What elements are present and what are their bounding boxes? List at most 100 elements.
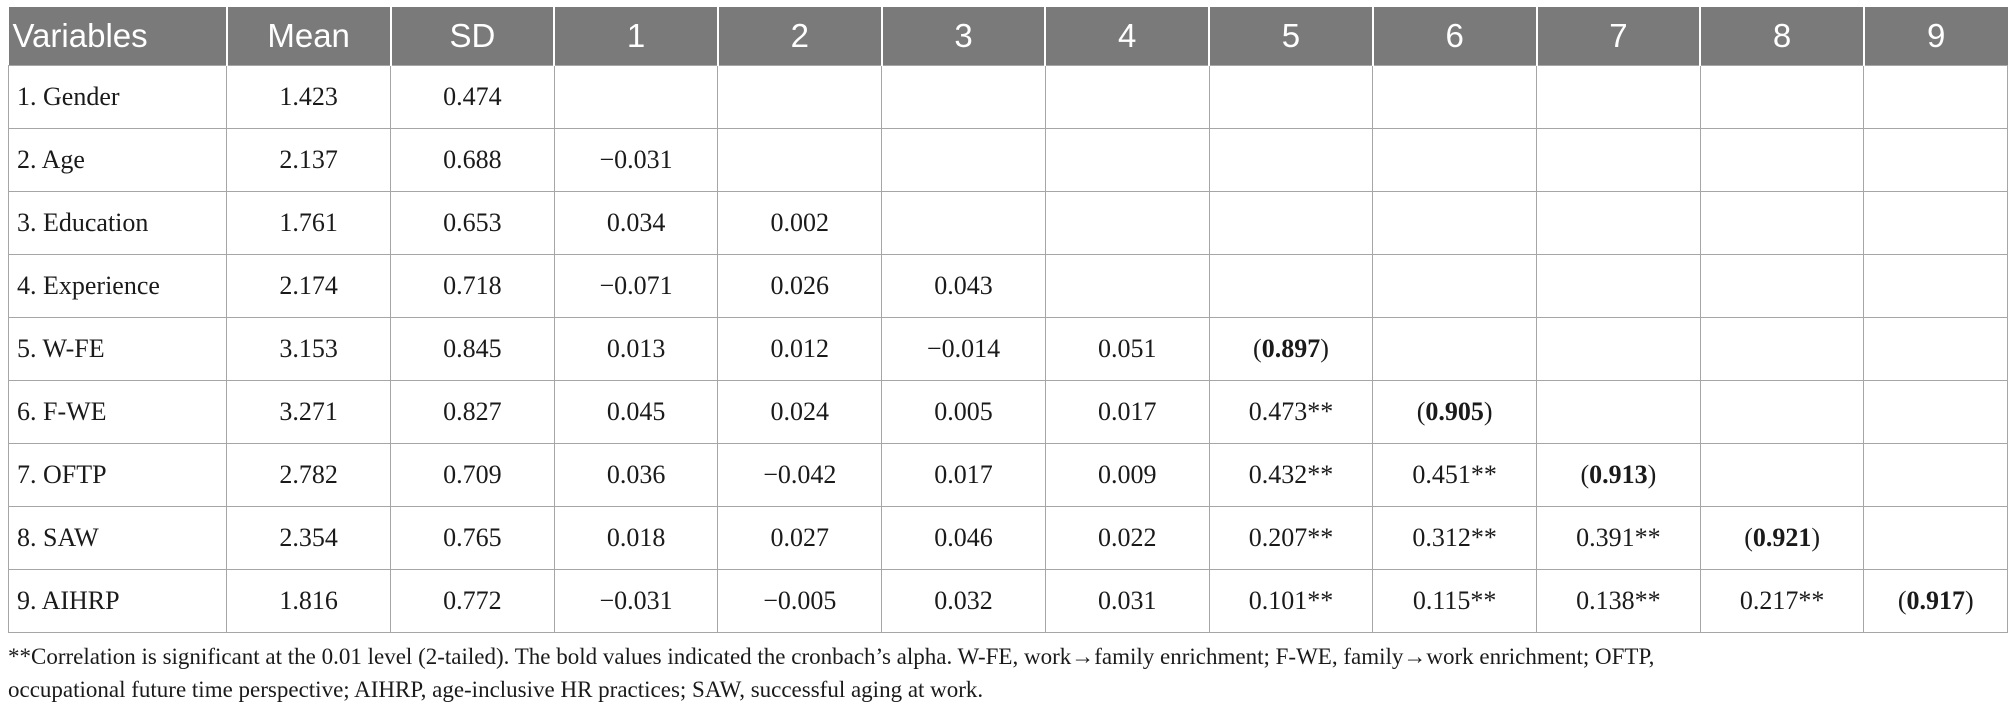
- correlation-cell: [1372, 65, 1538, 129]
- correlation-cell: [1863, 191, 2008, 255]
- correlation-cell: [1699, 443, 1865, 507]
- correlation-cell: [1536, 254, 1701, 318]
- correlation-cell: [881, 65, 1046, 129]
- alpha-cell: (0.905): [1372, 380, 1538, 444]
- column-header: SD: [389, 7, 555, 66]
- correlation-cell: [1536, 191, 1701, 255]
- column-header: 1: [553, 7, 718, 66]
- column-header: Mean: [225, 7, 391, 66]
- variable-cell: 5. W-FE: [7, 317, 228, 381]
- table-row: 7. OFTP 2.782 0.709 0.036 −0.042 0.017 0.009 0.…: [7, 443, 2008, 507]
- correlation-cell: 0.101**: [1208, 569, 1374, 633]
- correlation-cell: −0.031: [553, 569, 719, 633]
- column-header: Variables: [8, 7, 227, 66]
- variable-cell: 1. Gender: [7, 65, 228, 129]
- correlation-cell: −0.014: [881, 317, 1046, 381]
- correlation-cell: 0.138**: [1536, 569, 1701, 633]
- correlation-cell: 0.312**: [1372, 506, 1538, 570]
- mean-cell: 3.271: [226, 380, 391, 444]
- alpha-cell: (0.913): [1536, 443, 1701, 507]
- correlation-cell: −0.031: [553, 128, 719, 192]
- variable-cell: 9. AIHRP: [7, 569, 228, 633]
- correlation-cell: 0.217**: [1699, 569, 1865, 633]
- correlation-table: Variables Mean SD 1 2 3 4 5 6 7 8 9 1. Gender 1.423 0…: [7, 7, 2008, 633]
- variable-cell: 6. F-WE: [7, 380, 228, 444]
- mean-cell: 1.816: [226, 569, 391, 633]
- sd-cell: 0.827: [390, 380, 555, 444]
- column-header: 7: [1535, 7, 1701, 66]
- correlation-cell: 0.045: [553, 380, 719, 444]
- correlation-cell: [881, 191, 1046, 255]
- correlation-cell: 0.017: [881, 443, 1046, 507]
- correlation-cell: 0.012: [717, 317, 883, 381]
- correlation-cell: [1044, 191, 1210, 255]
- variable-cell: 8. SAW: [7, 506, 228, 570]
- alpha-cell: (0.897): [1208, 317, 1374, 381]
- column-header: 8: [1699, 7, 1864, 66]
- variable-cell: 3. Education: [7, 191, 228, 255]
- correlation-cell: [1372, 191, 1538, 255]
- correlation-cell: [1863, 317, 2008, 381]
- correlation-cell: [1208, 65, 1374, 129]
- correlation-cell: [1208, 128, 1374, 192]
- correlation-cell: [1536, 317, 1701, 381]
- correlation-cell: [1863, 254, 2008, 318]
- correlation-cell: [1699, 380, 1865, 444]
- mean-cell: 3.153: [226, 317, 391, 381]
- correlation-cell: [1372, 254, 1538, 318]
- sd-cell: 0.474: [390, 65, 555, 129]
- column-header: 2: [716, 7, 882, 66]
- correlation-cell: −0.071: [553, 254, 719, 318]
- correlation-cell: 0.018: [553, 506, 719, 570]
- correlation-cell: [1699, 317, 1865, 381]
- table-footnote: **Correlation is significant at the 0.01…: [8, 640, 2008, 706]
- mean-cell: 2.782: [226, 443, 391, 507]
- column-header: 3: [880, 7, 1046, 66]
- correlation-cell: [1863, 65, 2008, 129]
- correlation-cell: 0.046: [881, 506, 1046, 570]
- mean-cell: 1.761: [226, 191, 391, 255]
- variable-cell: 7. OFTP: [7, 443, 228, 507]
- correlation-cell: [1863, 380, 2008, 444]
- correlation-cell: [1372, 128, 1538, 192]
- correlation-cell: [1044, 128, 1210, 192]
- correlation-cell: 0.051: [1044, 317, 1210, 381]
- correlation-cell: 0.027: [717, 506, 883, 570]
- header-row: Variables Mean SD 1 2 3 4 5 6 7 8 9: [8, 7, 2008, 66]
- variable-cell: 4. Experience: [7, 254, 228, 318]
- column-header: 4: [1044, 7, 1210, 66]
- sd-cell: 0.772: [390, 569, 555, 633]
- correlation-cell: 0.002: [717, 191, 883, 255]
- sd-cell: 0.653: [390, 191, 555, 255]
- table-row: 6. F-WE 3.271 0.827 0.045 0.024 0.005 0.017 0.4…: [7, 380, 2008, 444]
- correlation-cell: [1044, 254, 1210, 318]
- table-row: 5. W-FE 3.153 0.845 0.013 0.012 −0.014 0.051 (0…: [7, 317, 2008, 381]
- correlation-cell: [1699, 254, 1865, 318]
- correlation-cell: [1699, 65, 1865, 129]
- correlation-cell: 0.043: [881, 254, 1046, 318]
- correlation-cell: [1372, 317, 1538, 381]
- mean-cell: 2.174: [226, 254, 391, 318]
- correlation-cell: 0.024: [717, 380, 883, 444]
- table-row: 2. Age 2.137 0.688 −0.031: [7, 128, 2008, 192]
- correlation-cell: [1863, 443, 2008, 507]
- correlation-cell: 0.017: [1044, 380, 1210, 444]
- table-row: 8. SAW 2.354 0.765 0.018 0.027 0.046 0.022 0.20…: [7, 506, 2008, 570]
- table-row: 9. AIHRP 1.816 0.772 −0.031 −0.005 0.032 0.031…: [7, 569, 2008, 633]
- correlation-cell: 0.022: [1044, 506, 1210, 570]
- correlation-cell: [1536, 128, 1701, 192]
- alpha-cell: (0.921): [1699, 506, 1865, 570]
- correlation-table-container: Variables Mean SD 1 2 3 4 5 6 7 8 9 1. Gender 1.423 0…: [7, 7, 2008, 633]
- sd-cell: 0.765: [390, 506, 555, 570]
- correlation-cell: [553, 65, 719, 129]
- sd-cell: 0.688: [390, 128, 555, 192]
- correlation-cell: [1208, 254, 1374, 318]
- alpha-cell: (0.917): [1863, 569, 2008, 633]
- correlation-cell: 0.034: [553, 191, 719, 255]
- correlation-cell: 0.207**: [1208, 506, 1374, 570]
- correlation-cell: [717, 128, 883, 192]
- correlation-cell: [1699, 191, 1865, 255]
- correlation-cell: [1536, 380, 1701, 444]
- table-row: 4. Experience 2.174 0.718 −0.071 0.026 0.043: [7, 254, 2008, 318]
- mean-cell: 2.354: [226, 506, 391, 570]
